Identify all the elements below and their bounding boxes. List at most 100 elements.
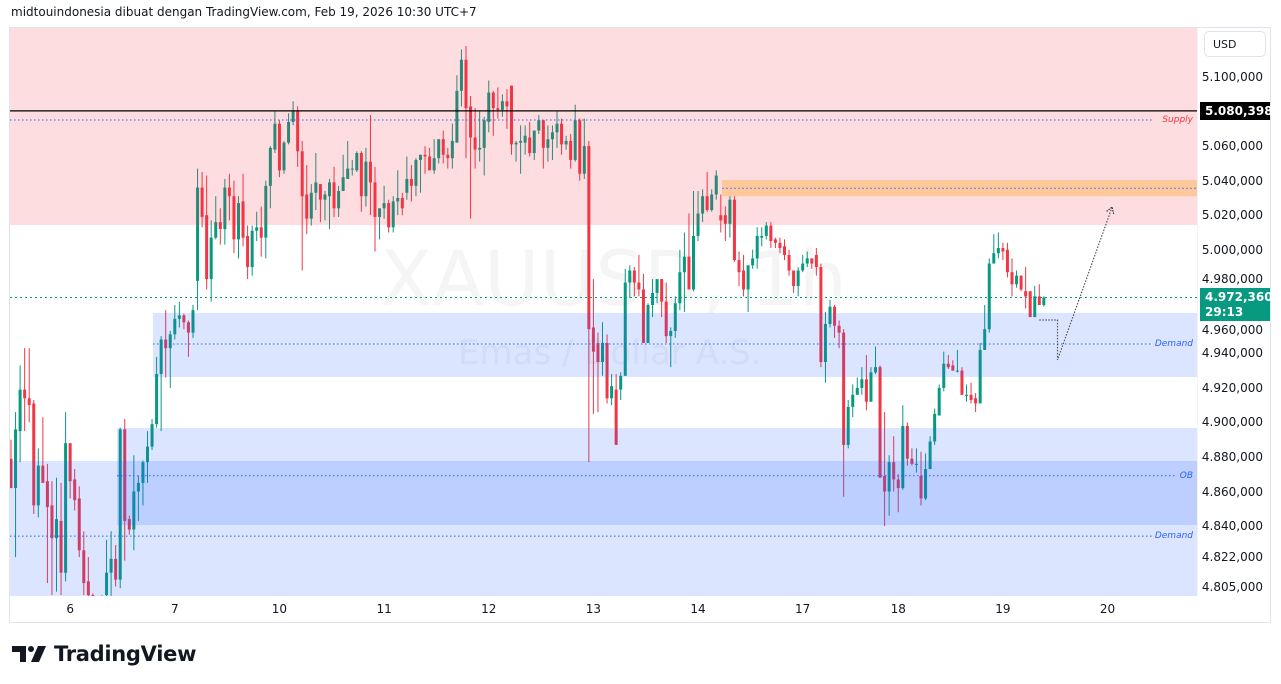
candle-body — [469, 106, 473, 138]
candle-body — [569, 140, 573, 160]
candle-body — [55, 519, 58, 539]
candle-body — [32, 403, 36, 506]
candle-body — [878, 367, 882, 478]
candle-body — [291, 111, 295, 122]
candle-body — [1037, 296, 1041, 306]
candle-body — [1010, 272, 1014, 285]
candle-body — [591, 327, 595, 352]
candle-body — [400, 197, 404, 209]
candle-body — [91, 595, 95, 596]
candle-body — [619, 375, 623, 390]
candle-body — [924, 469, 928, 499]
candle-body — [328, 182, 331, 197]
candle-body — [769, 225, 773, 242]
candle-body — [23, 389, 27, 399]
candle-body — [837, 325, 841, 333]
price-tick-label: 4.960,000 — [1201, 323, 1263, 338]
candle-body — [682, 256, 686, 273]
watermark-description: Emas / Dollar A.S. — [458, 333, 762, 373]
candle-body — [496, 108, 500, 110]
candle-body — [537, 120, 541, 131]
candle-body — [387, 203, 391, 228]
candle-body — [905, 425, 909, 459]
candlestick-chart[interactable] — [10, 28, 1197, 596]
candle-body — [396, 197, 400, 202]
candle-body — [819, 267, 823, 362]
candle-body — [432, 158, 436, 171]
watermark-symbol: XAUUSD, 1h — [380, 234, 847, 323]
candle-body — [287, 121, 291, 143]
candle-body — [255, 227, 259, 231]
candle-body — [441, 139, 445, 155]
candle-body — [560, 123, 564, 145]
candle-body — [983, 329, 987, 350]
candle-body — [259, 227, 263, 238]
candle-body — [632, 270, 636, 283]
candle-body — [692, 235, 695, 290]
price-tick-label: 4.900,000 — [1201, 415, 1263, 430]
candle-body — [150, 424, 154, 447]
candle-body — [601, 342, 604, 362]
candle-body — [323, 194, 327, 200]
candle-body — [277, 123, 281, 171]
candle-body — [182, 315, 186, 323]
candle-body — [136, 482, 140, 492]
candle-body — [1015, 275, 1019, 285]
candle-body — [573, 120, 577, 160]
candle-body — [705, 196, 709, 211]
candle-body — [455, 90, 459, 143]
candle-body — [105, 572, 109, 596]
candle-body — [1019, 275, 1023, 290]
candle-body — [874, 367, 877, 373]
currency-button[interactable]: USD — [1204, 31, 1266, 57]
candle-body — [778, 242, 782, 249]
candle-body — [951, 365, 955, 371]
candle-body — [1001, 248, 1005, 252]
candle-body — [141, 462, 145, 483]
candle-body — [532, 130, 536, 154]
candle-body — [714, 175, 718, 195]
price-tick-label: 4.980,000 — [1201, 272, 1263, 287]
candle-body — [883, 475, 887, 492]
candle-body — [491, 92, 495, 109]
candle-body — [450, 140, 454, 159]
candle-body — [783, 246, 786, 255]
candle-body — [419, 154, 422, 160]
candle-body — [919, 475, 923, 499]
time-axis[interactable]: 6 7 10 11 12 13 14 17 18 19 20 — [10, 596, 1197, 622]
candle-body — [36, 465, 40, 506]
candle-body — [232, 196, 236, 240]
candle-body — [823, 324, 827, 362]
candle-body — [18, 389, 22, 432]
candle-body — [610, 386, 614, 399]
candle-body — [227, 187, 231, 197]
candle-body — [168, 334, 172, 349]
candle-body — [50, 505, 54, 539]
candle-body — [860, 379, 864, 388]
candle-body — [933, 413, 937, 442]
candle-body — [1028, 291, 1032, 318]
candle-body — [246, 235, 250, 268]
candle-body — [755, 235, 759, 259]
supply-zone — [10, 28, 1197, 226]
tradingview-logo[interactable]: TradingView — [12, 642, 196, 666]
candle-body — [177, 315, 181, 319]
candle-body — [314, 182, 318, 193]
candle-body — [514, 142, 518, 145]
candle-body — [337, 191, 341, 209]
candle-body — [896, 479, 900, 489]
time-tick-label: 13 — [585, 602, 602, 616]
candle-body — [696, 213, 700, 236]
candle-body — [473, 137, 477, 150]
candle-body — [155, 374, 159, 425]
candle-body — [851, 394, 855, 407]
candle-body — [928, 441, 932, 470]
price-axis[interactable]: USD 5.100,000 5.060,000 5.040,000 5.020,000… — [1197, 28, 1273, 596]
candle-body — [846, 406, 850, 445]
time-tick-label: 10 — [271, 602, 288, 616]
candle-body — [482, 120, 486, 148]
candle-body — [1024, 291, 1028, 297]
candle-body — [942, 363, 946, 388]
candle-body — [701, 196, 705, 214]
chart-plot-area[interactable]: XAUUSD, 1h Emas / Dollar A.S. Supply Dema… — [10, 28, 1197, 596]
